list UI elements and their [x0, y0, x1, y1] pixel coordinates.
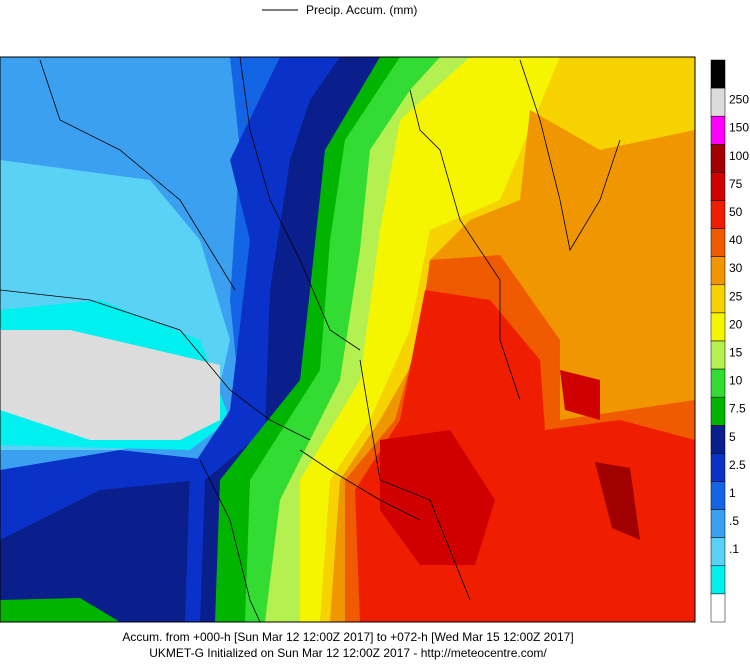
colorbar-swatch	[710, 509, 726, 538]
colorbar-swatch	[710, 87, 726, 117]
colorbar-swatch	[710, 368, 726, 398]
colorbar-label: 20	[729, 317, 743, 331]
colorbar-swatch	[710, 144, 726, 173]
colorbar-label: 2.5	[729, 458, 746, 472]
colorbar-swatch	[710, 396, 726, 426]
colorbar-label: 25	[729, 289, 743, 303]
colorbar-label: 150	[729, 121, 749, 135]
colorbar-label: 30	[729, 261, 743, 275]
precip-region	[380, 430, 495, 565]
precip-region	[0, 480, 200, 622]
colorbar-label: .5	[729, 514, 739, 528]
border-line	[299, 449, 421, 521]
map-frame	[0, 56, 696, 623]
colorbar-label: .1	[729, 542, 739, 556]
colorbar-label: 7.5	[729, 402, 746, 416]
colorbar-label: 250	[729, 93, 749, 107]
border-line	[199, 459, 261, 623]
colorbar-swatch	[710, 340, 726, 370]
colorbar-label: 15	[729, 345, 743, 359]
colorbar-swatch	[710, 172, 726, 201]
colorbar-swatch	[710, 565, 726, 595]
colorbar-swatch	[710, 256, 726, 286]
colorbar-swatch	[710, 453, 726, 482]
colorbar-swatch	[710, 284, 726, 314]
colorbar-swatch	[710, 425, 726, 454]
colorbar-swatch	[710, 200, 726, 229]
precip-region	[0, 598, 120, 622]
colorbar-label: 40	[729, 233, 743, 247]
colorbar-label: 75	[729, 177, 743, 191]
colorbar-swatch	[710, 537, 726, 567]
colorbar-label: 100	[729, 149, 749, 163]
legend-label: Precip. Accum. (mm)	[306, 3, 417, 17]
border-line	[0, 289, 311, 441]
border-line	[39, 59, 236, 291]
precip-region	[0, 330, 220, 440]
caption-line: Accum. from +000-h [Sun Mar 12 12:00Z 20…	[122, 630, 573, 644]
border-line	[239, 56, 361, 351]
colorbar-swatch	[710, 481, 726, 510]
border-line	[409, 89, 521, 401]
colorbar-swatch	[710, 312, 726, 342]
colorbar-label: 5	[729, 430, 736, 444]
colorbar: 250 150 100 75 50 40 30 25 20 15 10 7.5 5 2.5 1 .5 .1	[710, 59, 749, 623]
colorbar-label: 10	[729, 374, 743, 388]
border-line	[359, 359, 471, 601]
colorbar-swatch	[710, 228, 726, 257]
precip-region	[560, 370, 600, 420]
colorbar-swatch	[710, 115, 726, 145]
colorbar-swatch	[710, 593, 726, 623]
precip-region	[595, 462, 640, 540]
map	[0, 56, 696, 623]
caption-line: UKMET-G Initialized on Sun Mar 12 12:00Z…	[149, 646, 547, 660]
colorbar-swatch	[710, 59, 726, 89]
colorbar-label: 1	[729, 486, 736, 500]
border-line	[519, 59, 621, 252]
boundaries	[0, 56, 621, 623]
colorbar-label: 50	[729, 205, 743, 219]
